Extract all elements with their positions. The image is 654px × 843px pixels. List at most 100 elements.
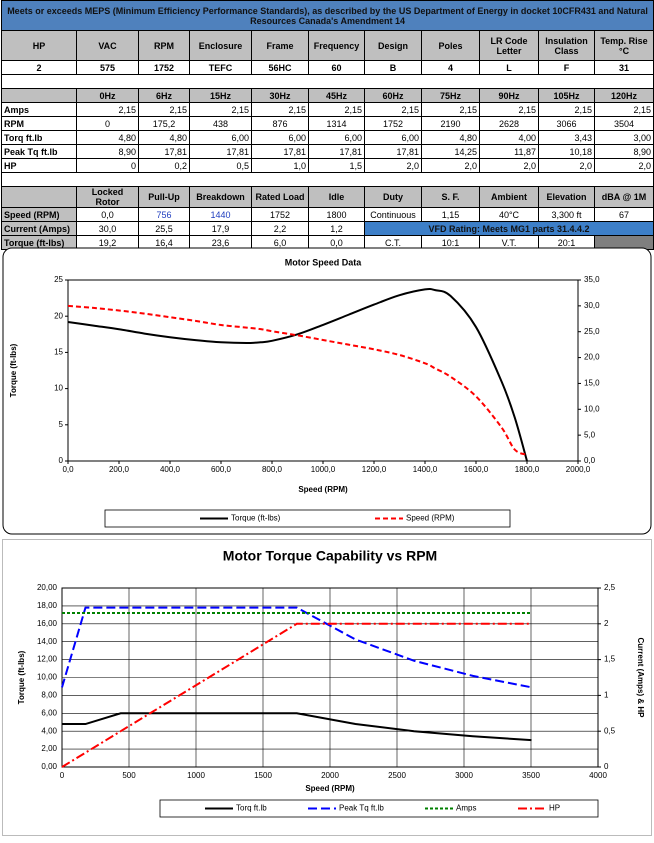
table-cell: LR Code Letter — [479, 30, 539, 61]
x-tick-label: 2500 — [388, 771, 406, 780]
table-cell: 3066 — [538, 116, 595, 131]
y-tick-label: 15 — [54, 348, 63, 357]
table-cell: 4,80 — [76, 130, 139, 145]
table-row: HP VAC RPM Enclosure Frame Frequency Design Pol… — [1, 30, 654, 61]
table-cell: 2,15 — [76, 102, 139, 117]
table-cell: 90Hz — [479, 88, 539, 103]
spec-sheet: Meets or exceeds MEPS (Minimum Efficienc… — [0, 0, 654, 250]
y2-tick-label: 30,0 — [584, 301, 600, 310]
table-cell — [593, 235, 654, 250]
table-cell: 2,15 — [308, 102, 365, 117]
table-cell: 17,81 — [251, 144, 309, 159]
table-cell: TEFC — [189, 60, 252, 75]
x-axis-label: Speed (RPM) — [305, 784, 355, 793]
table-cell: 3,43 — [538, 130, 595, 145]
table-row: Amps 2,15 2,15 2,15 2,15 2,15 2,15 2,15 2,15 2,15… — [1, 102, 654, 117]
table-cell: Speed (RPM) — [1, 207, 77, 222]
table-cell: 2190 — [421, 116, 480, 131]
table-cell: 6,00 — [308, 130, 365, 145]
table-cell: 17,81 — [138, 144, 190, 159]
y2-tick-label: 0,5 — [604, 726, 616, 735]
y-tick-label: 4,00 — [41, 726, 57, 735]
table-cell: 8,90 — [593, 144, 654, 159]
y2-tick-label: 1,5 — [604, 655, 616, 664]
table-cell: 2,2 — [251, 221, 309, 236]
table-cell: 3,00 — [593, 130, 654, 145]
table-cell: 4,80 — [138, 130, 190, 145]
table-cell: Amps — [1, 102, 77, 117]
table-row: Locked Rotor Pull-Up Breakdown Rated Load Id… — [1, 186, 654, 208]
table-cell: 30,0 — [76, 221, 139, 236]
table-cell: 0,0 — [76, 207, 139, 222]
table-cell: 2,0 — [538, 158, 595, 173]
table-cell: 14,25 — [421, 144, 480, 159]
table-cell: 1,2 — [308, 221, 365, 236]
table-cell: HP — [1, 158, 77, 173]
table-cell: 1800 — [308, 207, 365, 222]
x-tick-label: 1800,0 — [515, 465, 540, 474]
table-cell: 438 — [189, 116, 252, 131]
table-row — [0, 172, 654, 187]
table-cell: F — [538, 60, 595, 75]
x-tick-label: 1600,0 — [464, 465, 489, 474]
x-tick-label: 2000 — [321, 771, 339, 780]
y2-tick-label: 15,0 — [584, 379, 600, 388]
series-line — [61, 606, 532, 689]
legend-label: Amps — [456, 804, 476, 813]
y-tick-label: 2,00 — [41, 744, 57, 753]
table-cell: 17,9 — [189, 221, 252, 236]
x-tick-label: 1000,0 — [311, 465, 336, 474]
table-cell: 0,2 — [138, 158, 190, 173]
y-tick-label: 14,00 — [37, 637, 58, 646]
table-cell: B — [364, 60, 422, 75]
table-row: Speed (RPM) 0,0 756 1440 1752 1800 Continuous 1… — [1, 207, 654, 222]
x-tick-label: 0 — [60, 771, 65, 780]
table-cell: Idle — [308, 186, 365, 208]
table-cell: 60Hz — [364, 88, 422, 103]
table-cell: Meets or exceeds MEPS (Minimum Efficienc… — [0, 0, 654, 31]
table-cell: Frequency — [308, 30, 365, 61]
table-row: 0Hz 6Hz 15Hz 30Hz 45Hz 60Hz 75Hz 90Hz 105Hz 120Hz — [1, 88, 654, 103]
table-row: 2 575 1752 TEFC 56HC 60 B 4 L F 31 — [1, 60, 654, 75]
y-tick-label: 6,00 — [41, 708, 57, 717]
y2-tick-label: 20,0 — [584, 353, 600, 362]
table-cell: 75Hz — [421, 88, 480, 103]
table-cell: Enclosure — [189, 30, 252, 61]
y-tick-label: 0 — [59, 456, 64, 465]
table-cell: L — [479, 60, 539, 75]
table-cell: dBA @ 1M — [593, 186, 654, 208]
table-cell: 40°C — [479, 207, 539, 222]
table-cell: Rated Load — [251, 186, 309, 208]
table-cell: HP — [1, 30, 77, 61]
table-cell: 25,5 — [138, 221, 190, 236]
table-cell: 1752 — [251, 207, 309, 222]
table-cell: Poles — [421, 30, 480, 61]
table-cell: 0Hz — [76, 88, 139, 103]
table-cell: 6,00 — [364, 130, 422, 145]
table-cell: 2,15 — [538, 102, 595, 117]
table-cell: 2,0 — [479, 158, 539, 173]
x-tick-label: 400,0 — [160, 465, 181, 474]
table-cell: 10,18 — [538, 144, 595, 159]
table-cell: 2,0 — [421, 158, 480, 173]
y-tick-label: 20,00 — [37, 583, 58, 592]
table-cell: 2,15 — [421, 102, 480, 117]
table-cell: 2,0 — [364, 158, 422, 173]
table-cell: Peak Tq ft.lb — [1, 144, 77, 159]
table-cell: 67 — [593, 207, 654, 222]
table-cell: 0 — [76, 158, 139, 173]
series-line — [67, 304, 528, 456]
table-cell: 175,2 — [138, 116, 190, 131]
table-cell: Torq ft.lb — [1, 130, 77, 145]
x-axis-label: Speed (RPM) — [298, 485, 348, 494]
table-cell: VFD Rating: Meets MG1 parts 31.4.4.2 — [363, 221, 654, 236]
table-cell: Torque (ft-lbs) — [1, 235, 77, 250]
chart-frame — [2, 247, 652, 535]
y-tick-label: 16,00 — [37, 619, 58, 628]
table-cell: 60 — [308, 60, 365, 75]
table-cell: Design — [364, 30, 422, 61]
table-cell: 31 — [593, 60, 654, 75]
table-cell: 2628 — [479, 116, 539, 131]
